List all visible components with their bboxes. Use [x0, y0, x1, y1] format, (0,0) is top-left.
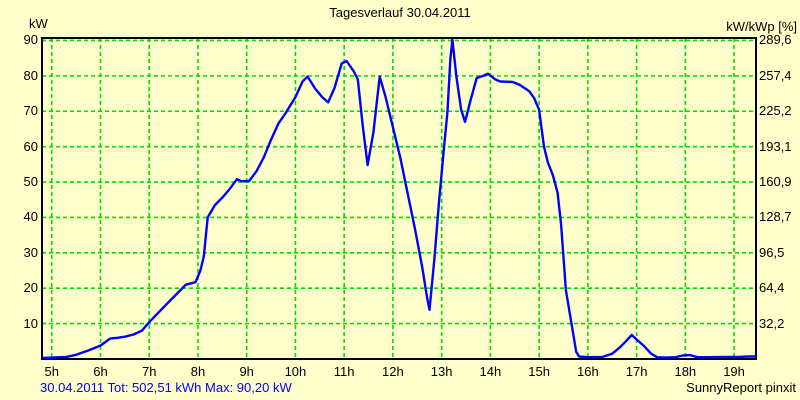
y-tick-label-right: 257,4	[759, 67, 792, 83]
y-tick-label-left: 40	[23, 209, 38, 225]
y-tick-label-left: 60	[23, 138, 38, 154]
y-tick-label-right: 32,2	[759, 315, 785, 331]
x-tick-label: 17h	[625, 364, 648, 379]
y-tick-label-right: 289,6	[759, 32, 792, 48]
y-tick-label-left: 10	[23, 315, 38, 331]
left-axis-unit-label: kW	[29, 16, 48, 31]
x-tick-label: 14h	[479, 364, 502, 379]
y-tick-label-right: 160,9	[759, 174, 792, 190]
y-tick-label-left: 90	[23, 32, 38, 48]
plot-border	[41, 37, 757, 360]
x-tick-label: 9h	[239, 364, 254, 379]
y-tick-label-right: 64,4	[759, 280, 785, 296]
x-tick-label: 13h	[430, 364, 453, 379]
footer-summary: 30.04.2011 Tot: 502,51 kWh Max: 90,20 kW	[40, 380, 292, 395]
right-axis-unit-label: kW/kWp [%]	[726, 19, 797, 34]
x-tick-label: 5h	[44, 364, 59, 379]
y-tick-label-left: 70	[23, 103, 38, 119]
y-tick-label-right: 193,1	[759, 138, 792, 154]
chart-title: Tagesverlauf 30.04.2011	[329, 5, 471, 20]
x-tick-label: 19h	[723, 364, 745, 379]
y-tick-label-left: 80	[23, 67, 38, 83]
x-tick-label: 15h	[528, 364, 550, 379]
x-tick-label: 7h	[141, 364, 157, 379]
y-tick-label-left: 30	[23, 244, 38, 260]
x-tick-label: 8h	[190, 364, 206, 379]
x-tick-label: 6h	[93, 364, 108, 379]
x-tick-label: 10h	[284, 364, 307, 379]
footer-branding: SunnyReport pinxit	[686, 380, 796, 395]
x-tick-label: 16h	[576, 364, 599, 379]
power-curve	[41, 38, 757, 360]
y-tick-label-right: 128,7	[759, 209, 792, 225]
y-tick-label-left: 20	[23, 280, 38, 296]
x-tick-label: 18h	[674, 364, 697, 379]
x-tick-label: 11h	[333, 364, 355, 379]
y-tick-label-right: 96,5	[759, 244, 785, 260]
x-tick-label: 12h	[382, 364, 404, 379]
y-tick-label-right: 225,2	[759, 103, 792, 119]
y-tick-label-left: 50	[23, 174, 38, 190]
